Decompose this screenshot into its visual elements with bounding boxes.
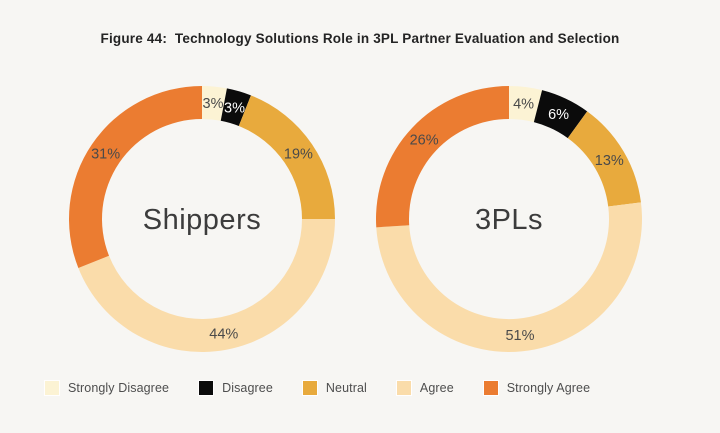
legend-label: Neutral <box>325 381 367 395</box>
donut-svg: 3% 3% 19% 44% 31% Shippers <box>69 86 335 352</box>
legend-label: Agree <box>419 381 454 395</box>
legend-label: Strongly Disagree <box>68 381 170 395</box>
donut-center-label: Shippers <box>143 204 261 236</box>
legend-label: Disagree <box>222 381 273 395</box>
figure-title: Figure 44: Technology Solutions Role in … <box>100 31 620 46</box>
donut-segment-neutral <box>567 111 641 207</box>
donut-segment-strongly-agree <box>69 86 203 268</box>
legend-item-strongly-disagree: Strongly Disagree <box>45 381 169 395</box>
donut-segment-strongly-agree <box>375 86 509 228</box>
segment-value-label: 51% <box>505 328 534 344</box>
legend-label: Strongly Agree <box>506 381 591 395</box>
segment-value-label: 3% <box>203 96 224 112</box>
legend-swatch <box>45 381 59 395</box>
segment-value-label: 4% <box>513 97 534 113</box>
legend-swatch <box>396 381 411 395</box>
donut-segment-disagree <box>533 90 588 139</box>
segment-value-label: 13% <box>595 153 624 169</box>
donut-chart-shippers: 3% 3% 19% 44% 31% Shippers <box>57 74 347 364</box>
segment-value-label: 26% <box>410 133 439 149</box>
legend-item-neutral: Neutral <box>302 381 367 395</box>
donut-svg: 4% 6% 13% 51% 26% 3PLs <box>375 86 642 352</box>
legend-item-strongly-agree: Strongly Agree <box>483 381 591 395</box>
segment-value-label: 19% <box>284 147 313 163</box>
segment-value-label: 31% <box>91 147 120 163</box>
legend-swatch <box>483 381 498 395</box>
legend-item-agree: Agree <box>396 381 454 395</box>
donut-segment-agree <box>78 219 335 352</box>
donut-segment-strongly-disagree <box>202 86 227 121</box>
donut-segment-neutral <box>238 95 335 219</box>
legend-item-disagree: Disagree <box>199 381 273 395</box>
donut-segment-agree <box>376 202 642 352</box>
segment-value-label: 6% <box>548 107 569 123</box>
donut-chart-3pls: 4% 6% 13% 51% 26% 3PLs <box>364 74 654 364</box>
legend-swatch <box>199 381 214 395</box>
donut-segment-disagree <box>220 88 251 127</box>
donut-segment-strongly-disagree <box>509 86 543 123</box>
donut-center-label: 3PLs <box>475 204 543 236</box>
segment-value-label: 44% <box>209 327 238 343</box>
segment-value-label: 3% <box>224 100 245 116</box>
legend: Strongly Disagree Disagree Neutral Agree Str… <box>45 381 590 395</box>
legend-swatch <box>302 381 317 395</box>
